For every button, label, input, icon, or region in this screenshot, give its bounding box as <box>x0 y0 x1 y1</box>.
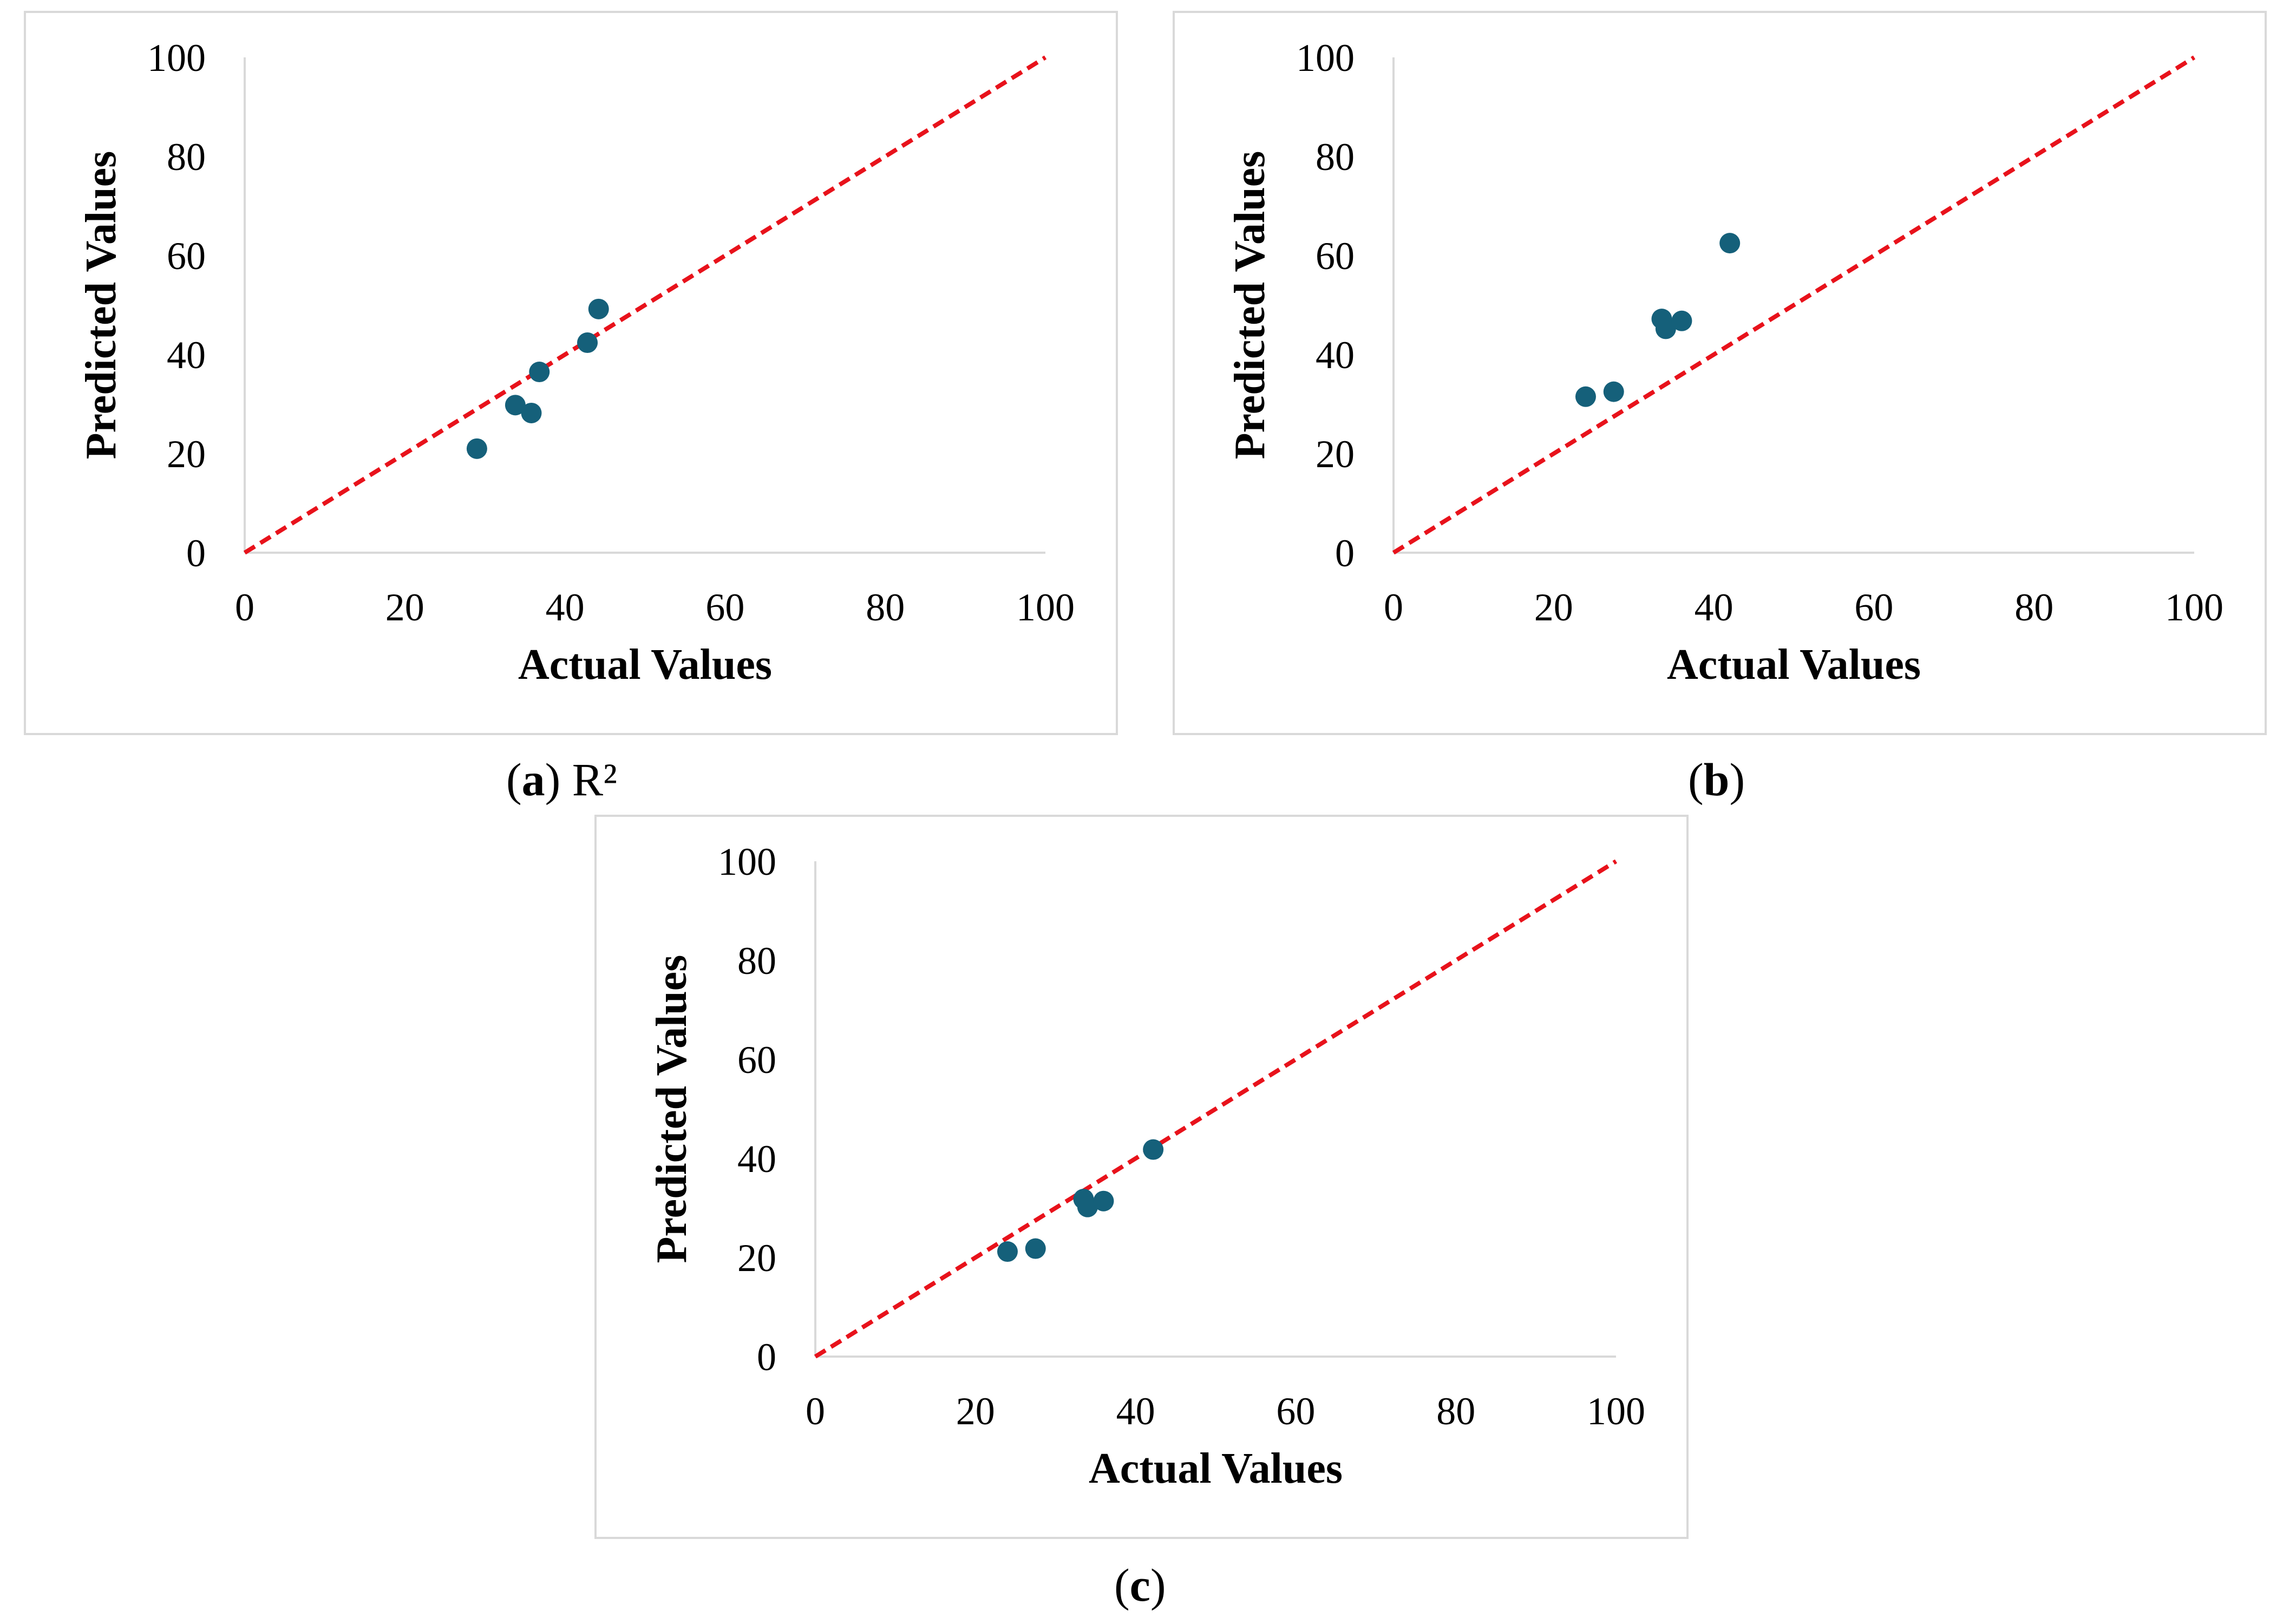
caption-c-letter: c <box>1129 1559 1150 1611</box>
y-tick-label: 40 <box>167 333 206 377</box>
y-tick-label: 80 <box>167 135 206 179</box>
x-tick-label: 40 <box>1695 586 1733 629</box>
data-point <box>505 395 526 416</box>
y-tick-label: 20 <box>1316 433 1355 476</box>
y-tick-label: 0 <box>1335 532 1355 575</box>
y-tick-label: 40 <box>737 1137 776 1181</box>
reference-line <box>814 859 1618 1359</box>
data-point <box>997 1241 1018 1262</box>
data-point <box>1025 1238 1046 1259</box>
reference-line <box>243 55 1047 555</box>
chart-panel-c: 0 20 40 60 80 100 0 20 40 60 80 100 Actual Values Pre… <box>594 815 1689 1539</box>
x-tick-label: 100 <box>2165 586 2223 629</box>
data-point <box>1093 1190 1114 1212</box>
y-tick-label: 100 <box>718 840 776 883</box>
data-point <box>521 402 542 423</box>
x-tick-label: 60 <box>1276 1390 1315 1433</box>
data-point <box>1603 381 1624 402</box>
y-tick-label: 60 <box>737 1038 776 1082</box>
y-tick-label: 20 <box>167 433 206 476</box>
data-point <box>1575 386 1596 407</box>
x-tick-label: 60 <box>1854 586 1893 629</box>
x-tick-label: 20 <box>956 1390 995 1433</box>
y-tick-label: 40 <box>1316 333 1355 377</box>
x-axis-title: Actual Values <box>518 641 772 689</box>
scatter-chart-c: 0 20 40 60 80 100 0 20 40 60 80 100 Actual Values Pre… <box>648 840 1645 1492</box>
data-point <box>577 332 598 353</box>
y-axis-title: Predicted Values <box>648 955 696 1263</box>
data-point <box>1077 1196 1098 1217</box>
x-tick-label: 0 <box>1384 586 1403 629</box>
y-tick-label: 100 <box>147 36 206 80</box>
scatter-chart-a: 0 20 40 60 80 100 0 20 40 60 80 100 Actual Values Pre… <box>77 36 1075 689</box>
caption-a-suffix: R² <box>572 754 617 806</box>
caption-c: (c) <box>1114 1559 1166 1611</box>
data-point <box>1671 310 1692 331</box>
y-axis-title: Predicted Values <box>77 151 125 460</box>
y-tick-label: 60 <box>167 234 206 278</box>
x-axis-title: Actual Values <box>1089 1445 1343 1492</box>
x-tick-label: 20 <box>385 586 424 629</box>
data-point <box>1143 1139 1164 1160</box>
y-tick-label: 0 <box>186 532 206 575</box>
data-point <box>1655 318 1676 339</box>
y-tick-label: 20 <box>737 1236 776 1280</box>
x-tick-label: 0 <box>806 1390 825 1433</box>
data-point <box>466 438 487 459</box>
x-tick-label: 20 <box>1534 586 1573 629</box>
y-tick-label: 100 <box>1296 36 1355 80</box>
y-tick-label: 80 <box>1316 135 1355 179</box>
x-tick-label: 60 <box>705 586 744 629</box>
x-tick-label: 80 <box>1436 1390 1475 1433</box>
x-tick-label: 0 <box>235 586 254 629</box>
caption-b: (b) <box>1688 754 1745 806</box>
y-axis-title: Predicted Values <box>1226 151 1274 460</box>
x-tick-label: 100 <box>1016 586 1075 629</box>
data-point <box>529 362 550 383</box>
caption-b-letter: b <box>1703 754 1730 806</box>
scatter-chart-b: 0 20 40 60 80 100 0 20 40 60 80 100 Actual Values Pre… <box>1226 36 2223 689</box>
x-axis-title: Actual Values <box>1667 641 1921 689</box>
x-tick-label: 100 <box>1587 1390 1645 1433</box>
reference-line <box>1392 55 2196 555</box>
data-point <box>1719 233 1741 254</box>
y-tick-label: 80 <box>737 939 776 983</box>
x-tick-label: 80 <box>2014 586 2053 629</box>
data-point <box>588 298 609 319</box>
y-tick-label: 0 <box>757 1335 776 1379</box>
caption-a-letter: a <box>521 754 545 806</box>
x-tick-label: 40 <box>546 586 585 629</box>
caption-a: (a) R² <box>506 754 617 806</box>
x-tick-label: 80 <box>866 586 905 629</box>
chart-panel-a: 0 20 40 60 80 100 0 20 40 60 80 100 Actual Values Pre… <box>24 11 1118 735</box>
x-tick-label: 40 <box>1116 1390 1155 1433</box>
y-tick-label: 60 <box>1316 234 1355 278</box>
chart-panel-b: 0 20 40 60 80 100 0 20 40 60 80 100 Actual Values Pre… <box>1173 11 2267 735</box>
